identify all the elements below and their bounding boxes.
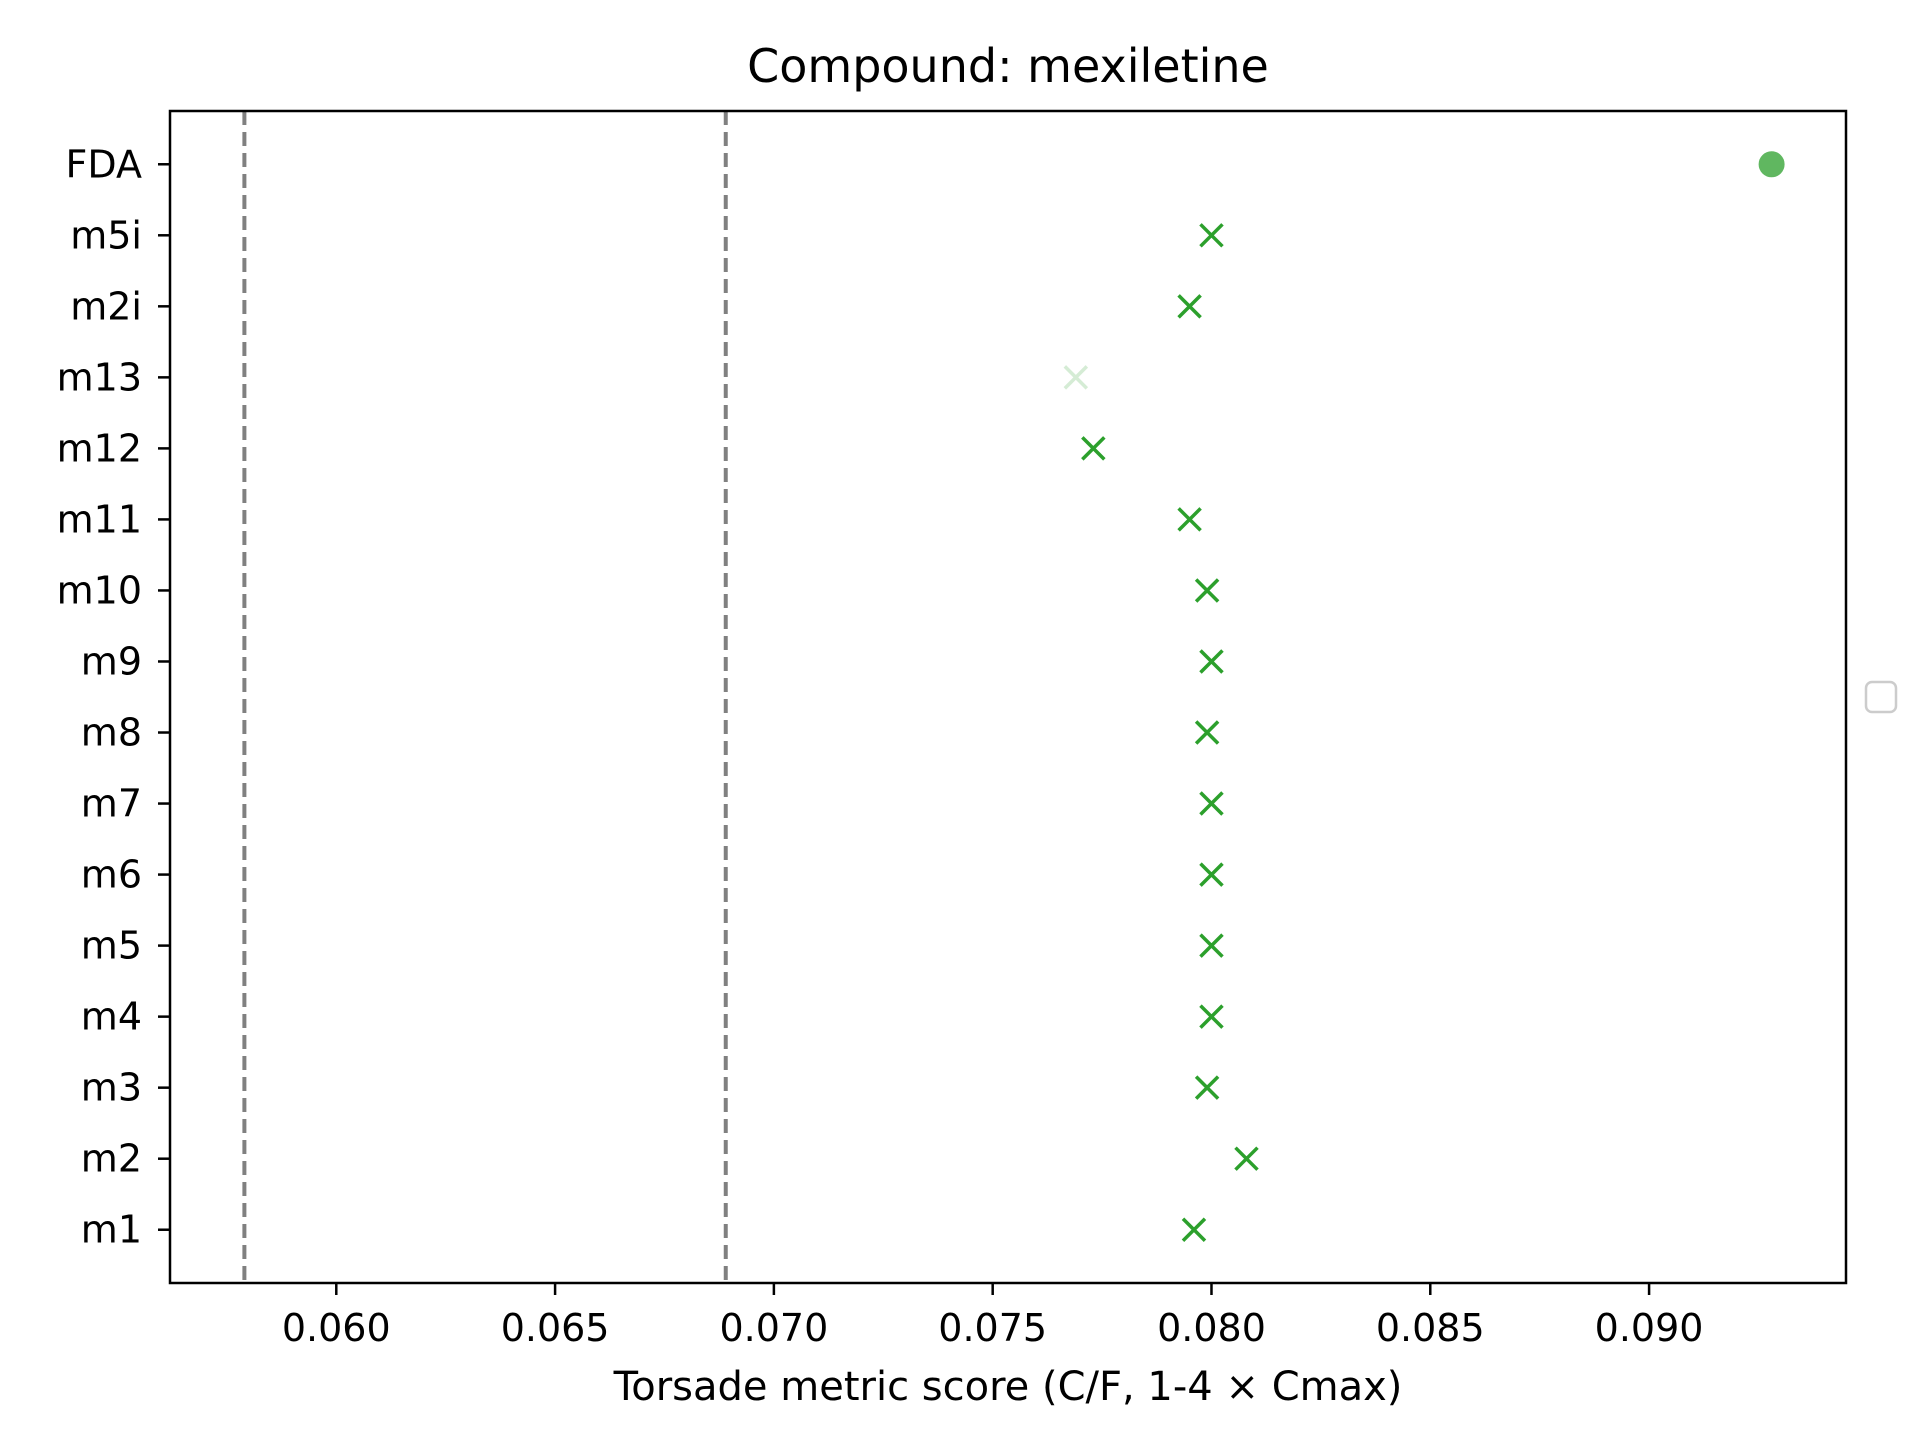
y-tick-label: m2: [81, 1137, 142, 1181]
chart-title: Compound: mexiletine: [747, 39, 1269, 93]
y-tick-label: m13: [57, 355, 142, 399]
y-tick-label: m1: [81, 1208, 142, 1252]
marker-m12: [1081, 436, 1106, 461]
axes-frame: [168, 109, 1848, 1285]
y-tick-label: m5i: [70, 213, 142, 257]
y-tick-label: m9: [81, 639, 142, 683]
marker-m7: [1199, 791, 1224, 816]
x-tick-label: 0.090: [1595, 1306, 1704, 1350]
y-axis-ticks: m1 m2 m3 m4 m5 m6 m7 m8 m9 m10 m11 m12 m13 m2i m5i FDA: [57, 142, 170, 1252]
marker-m5i: [1199, 223, 1224, 248]
y-tick-label: m12: [57, 426, 142, 470]
marker-m4: [1199, 1004, 1224, 1029]
marker-m3: [1194, 1075, 1220, 1100]
x-tick-label: 0.075: [938, 1306, 1047, 1350]
marker-m5: [1199, 933, 1224, 958]
x-tick-label: 0.085: [1376, 1306, 1485, 1350]
x-axis-ticks: 0.060 0.065 0.070 0.075 0.080 0.085 0.090: [282, 1283, 1704, 1350]
y-tick-label: m2i: [70, 284, 142, 328]
x-tick-label: 0.080: [1157, 1306, 1266, 1350]
marker-m11: [1177, 507, 1202, 532]
x-tick-label: 0.065: [501, 1306, 610, 1350]
y-tick-label: m5: [81, 924, 142, 968]
y-tick-label: m8: [81, 711, 142, 755]
y-tick-label: m3: [81, 1066, 142, 1110]
marker-m13: [1063, 365, 1089, 390]
y-tick-label: m11: [57, 497, 142, 541]
y-tick-label: FDA: [66, 142, 142, 186]
x-tick-label: 0.060: [282, 1306, 391, 1350]
x-tick-label: 0.070: [719, 1306, 828, 1350]
marker-m10: [1194, 578, 1220, 603]
legend-box: [1864, 680, 1898, 714]
y-tick-label: m4: [81, 995, 142, 1039]
marker-m2i: [1177, 294, 1202, 319]
y-tick-label: m7: [81, 782, 142, 826]
marker-m1: [1181, 1217, 1207, 1242]
marker-m2: [1234, 1146, 1259, 1171]
y-tick-label: m10: [57, 568, 142, 612]
marker-m8: [1194, 720, 1220, 745]
reference-lines: [242, 111, 728, 1283]
marker-m9: [1199, 649, 1224, 674]
marker-fda: [1758, 151, 1785, 178]
x-axis-label: Torsade metric score (C/F, 1-4 × Cmax): [613, 1364, 1403, 1410]
marker-m6: [1199, 862, 1224, 887]
data-markers: [1063, 151, 1785, 1242]
y-tick-label: m6: [81, 853, 142, 897]
